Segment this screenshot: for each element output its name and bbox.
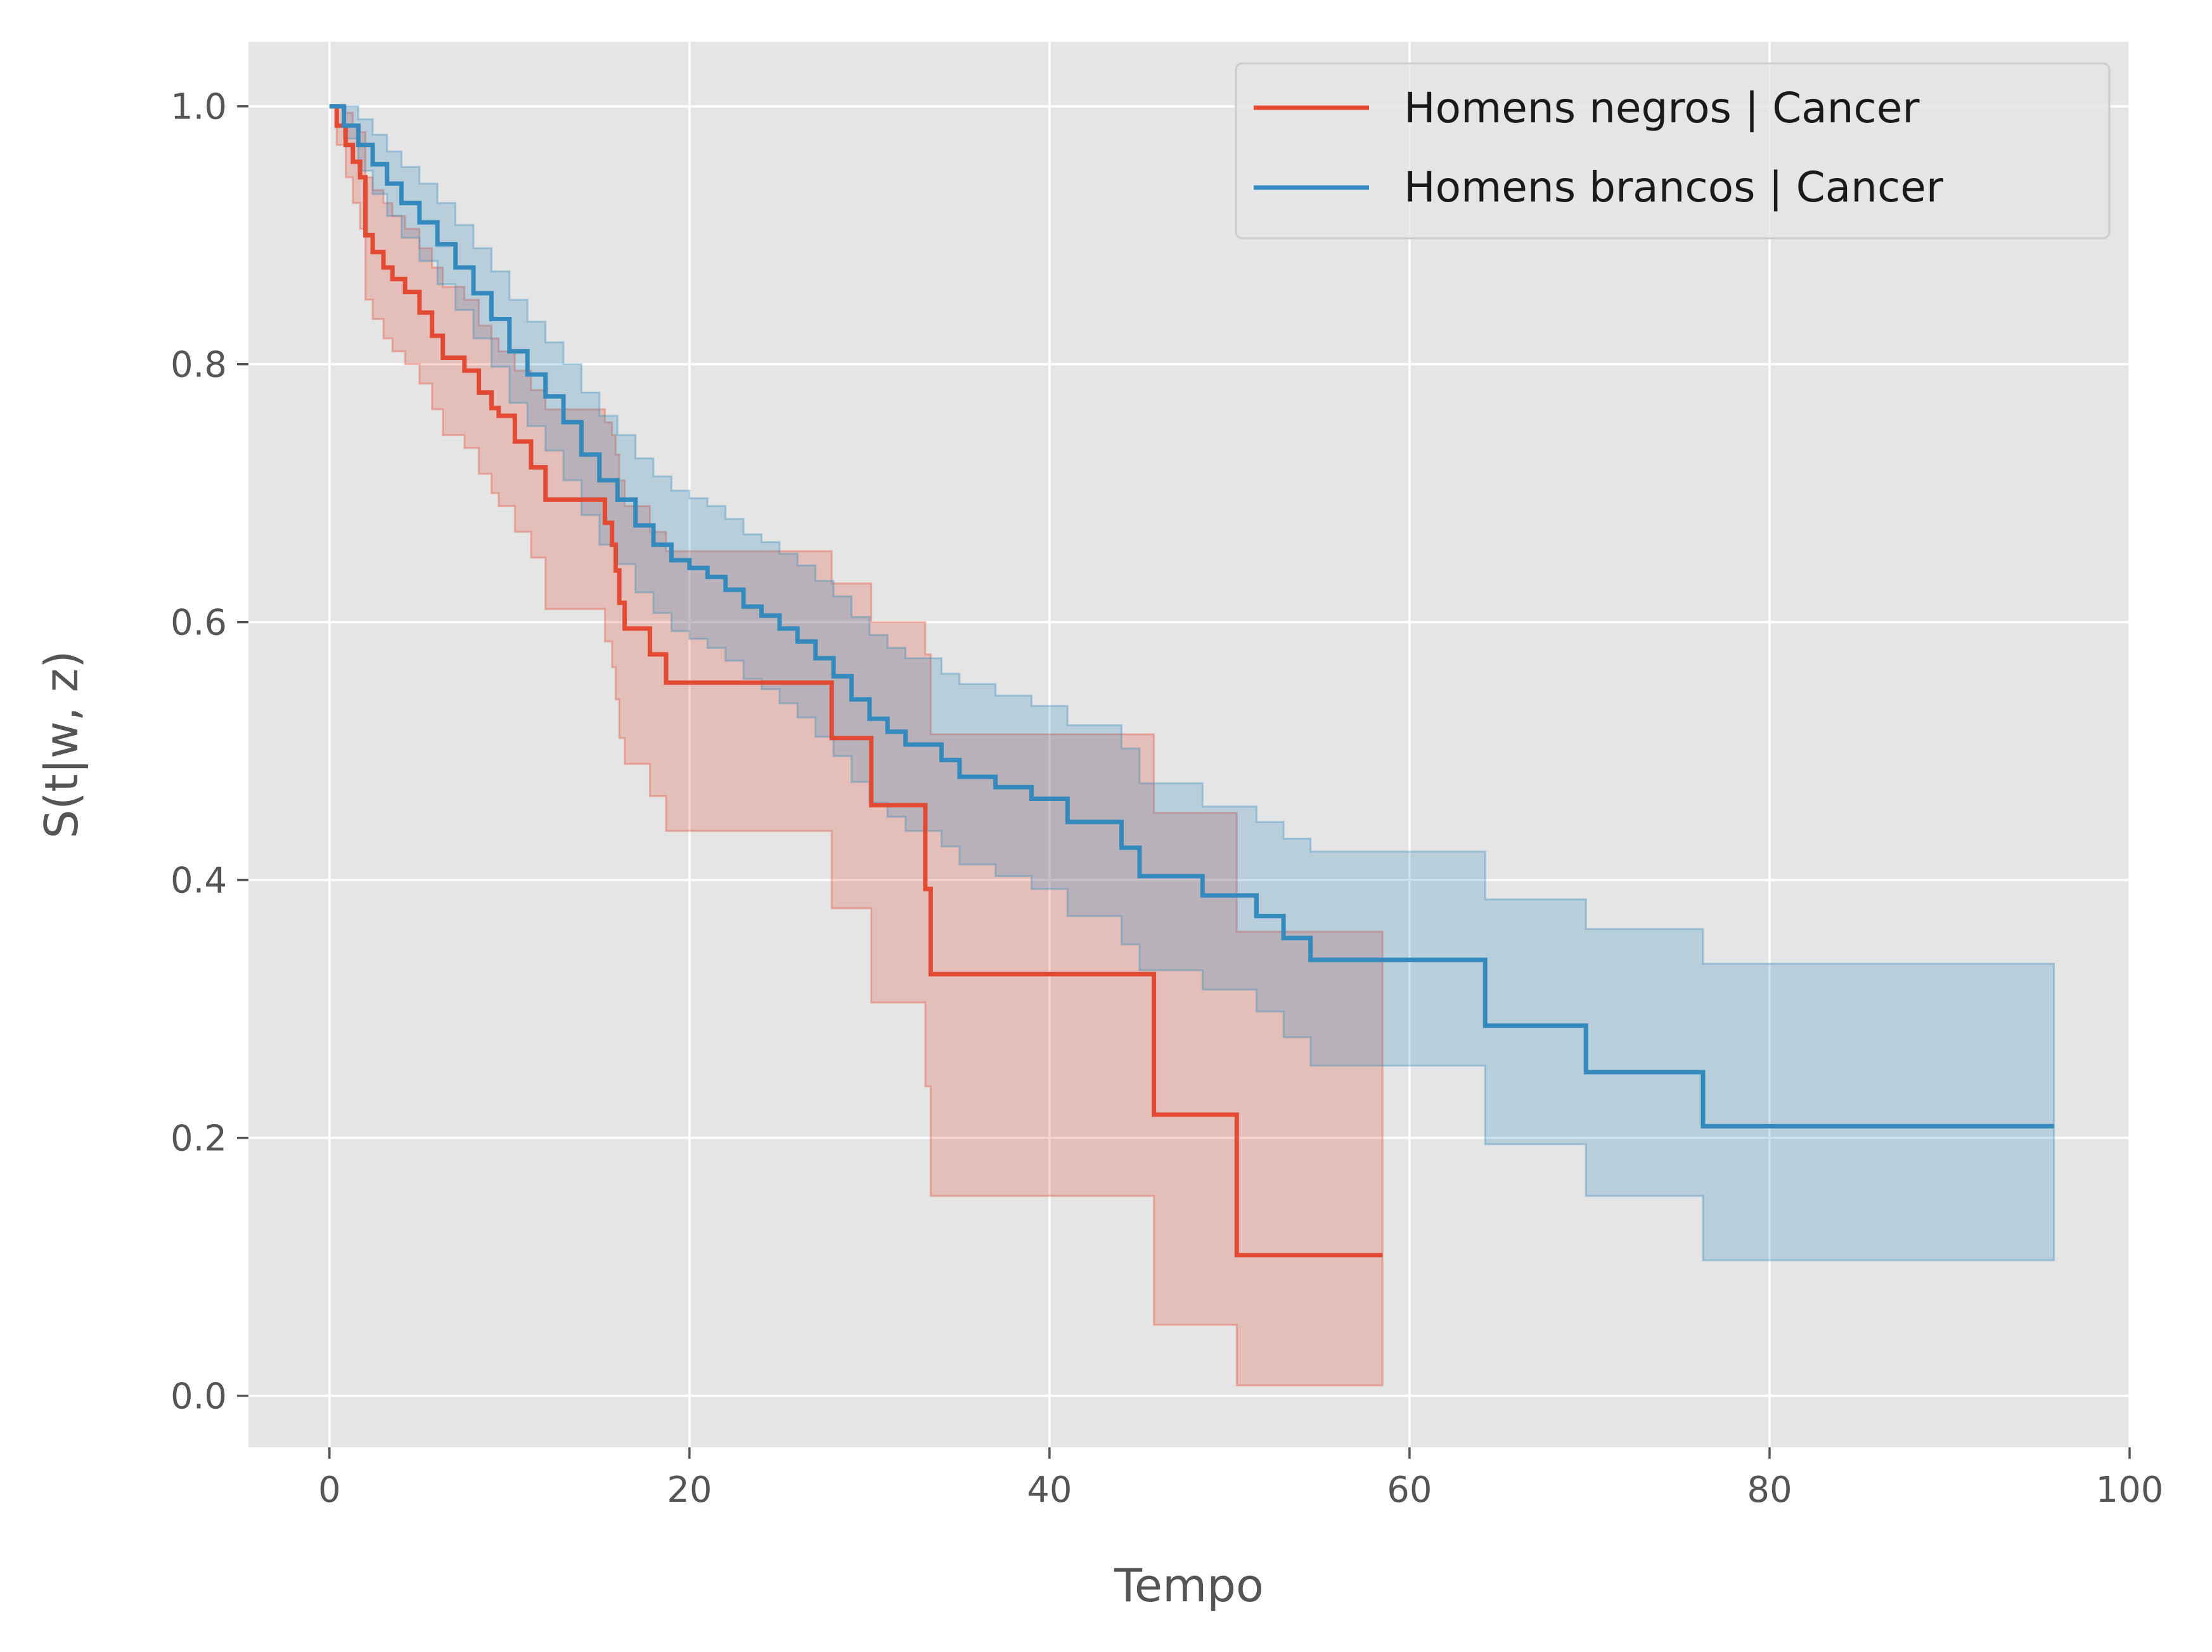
x-tick-label: 60 [1387,1470,1432,1511]
x-tick-label: 100 [2096,1470,2164,1511]
y-tick-label: 0.4 [170,861,227,902]
y-tick-label: 0.8 [170,345,227,386]
ci-band-brancos [329,105,2055,1262]
y-tick-label: 0.6 [170,603,227,644]
y-axis-ticks: 0.0 0.2 0.4 0.6 0.8 1.0 [170,87,248,1418]
x-tick-label: 80 [1747,1470,1792,1511]
y-axis-label: S(t|w, z) [35,651,89,839]
plot-area [248,42,2130,1447]
legend: Homens negros | Cancer Homens brancos | … [1235,62,2111,240]
grid-lines [248,42,2131,1447]
x-axis-ticks: 0 20 40 60 80 100 [318,1447,2163,1511]
y-tick-label: 0.2 [170,1118,227,1160]
series-line-brancos [329,104,2054,1129]
confidence-bands [329,105,2055,1386]
x-axis-label: Tempo [1114,1559,1264,1612]
legend-box [1235,62,2111,240]
x-tick-label: 20 [667,1470,712,1511]
ci-band-negros [329,105,1384,1386]
x-tick-label: 40 [1027,1470,1072,1511]
legend-label-brancos: Homens brancos | Cancer [1404,163,1944,212]
legend-label-negros: Homens negros | Cancer [1404,84,1920,132]
series-lines [329,104,2054,1258]
y-tick-label: 1.0 [170,87,227,128]
x-tick-label: 0 [318,1470,341,1511]
y-tick-label: 0.0 [170,1376,227,1418]
series-line-negros [329,104,1383,1258]
